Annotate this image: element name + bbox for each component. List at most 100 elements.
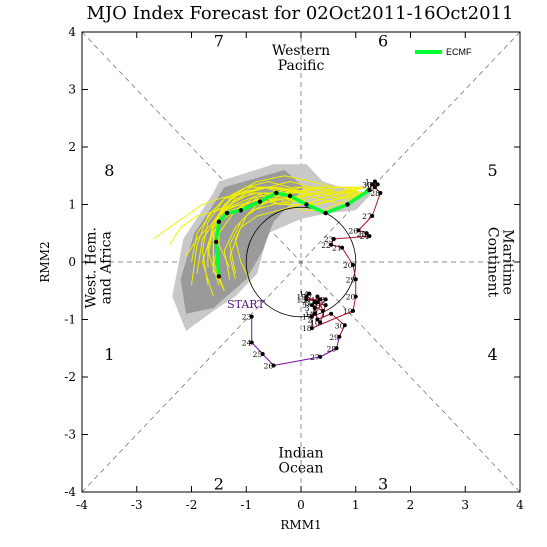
observed-segment [333,235,370,240]
observed-point [323,297,328,302]
observed-point [356,228,361,233]
ensemble-member-tracks [152,175,367,297]
observed-point [312,306,317,310]
y-tick-label: -3 [64,428,76,442]
observed-point [367,234,372,239]
observed-point [260,352,265,356]
ecmf-mean-point [238,208,243,213]
observed-point [372,179,377,184]
observed-segment [319,347,337,358]
y-tick-label: 4 [68,25,76,39]
ecmf-mean-point [224,210,230,216]
observed-point [315,317,320,322]
observed-point [331,237,336,241]
observed-point [334,346,339,351]
observed-day-label: 25 [357,229,367,238]
observed-day-label: 12 [316,295,326,304]
region-maritime-continent-line: Maritime [500,229,516,295]
y-axis-label: RMM2 [38,241,52,282]
observed-day-label: 31 [368,180,378,189]
observed-day-label: 29 [346,275,356,284]
observed-day-label: 2 [307,316,312,325]
phase-number: 7 [214,32,224,51]
member-track [223,186,362,280]
observed-point [351,262,356,267]
observed-point [318,354,323,359]
ecmf-mean-point [323,210,328,216]
observed-day-label: 5 [302,301,307,310]
observed-point [337,334,342,339]
observed-day-label: 27 [362,212,372,221]
observed-point [318,320,323,325]
phase-guide-lines [81,31,521,493]
region-indian-ocean-line: Indian [278,446,323,462]
ensemble-mean-track [213,187,372,279]
observed-point [323,303,328,308]
phase-number: 2 [214,474,224,493]
ecmf-mean-point [213,239,219,245]
observed-day-label: 22 [321,241,331,250]
observed-point [329,311,334,316]
y-tick-label: 3 [68,83,76,97]
y-tick-label: 2 [68,140,76,154]
spread-shading [172,164,373,331]
observed-day-label: 21 [332,244,342,253]
observed-point [340,245,345,250]
observed-point [271,363,276,368]
observed-point [249,314,254,319]
observed-day-label: 26 [264,362,274,371]
observed-segment [341,247,354,266]
ecmf-mean-line [214,188,371,277]
legend-ecmf-label: ECMF [446,47,472,57]
x-tick-label: 3 [461,498,469,512]
observed-point [378,191,383,195]
observed-point [329,242,334,247]
observed-point [315,294,320,299]
observed-segment [352,264,357,280]
observed-segment [251,342,264,355]
observed-day-label: 20 [343,261,353,270]
observed-segment [262,353,274,366]
observed-point [315,300,320,305]
observed-point [307,291,312,296]
member-track [191,186,362,286]
observed-day-label: 28 [327,344,337,353]
start-label: START [227,298,265,311]
x-axis-label: RMM1 [280,518,321,532]
observed-point [304,297,309,302]
x-tick-label: -1 [240,498,252,512]
observed-day-label: 18 [302,324,312,333]
observed-segment [338,325,346,337]
observed-point [370,182,375,187]
observed-day-label: 24 [359,232,369,241]
observed-day-label: 24 [242,339,252,348]
observed-point [353,294,358,299]
observed-segment [311,304,324,312]
observed-day-label: 30 [335,321,345,330]
y-tick-label: -2 [64,370,76,384]
observed-day-label: 11 [305,310,315,319]
observed-day-label: 25 [253,350,263,359]
y-tick-label: 0 [68,255,76,269]
y-tick-label: -4 [64,485,76,499]
observed-point [318,297,323,302]
x-tick-label: -3 [131,498,143,512]
observed-day-label: 20 [346,293,356,302]
observed-point [312,311,317,316]
observed-day-label: 8 [305,298,310,307]
observed-point [249,340,254,345]
chart-title: MJO Index Forecast for 02Oct2011-16Oct20… [87,3,514,24]
observed-day-label: 26 [348,226,358,235]
observed-day-label: 6 [313,307,318,316]
observed-point [353,277,358,282]
phase-number: 3 [378,474,388,493]
x-tick-label: 4 [516,498,524,512]
x-tick-label: -2 [186,498,198,512]
observed-point [372,185,377,190]
